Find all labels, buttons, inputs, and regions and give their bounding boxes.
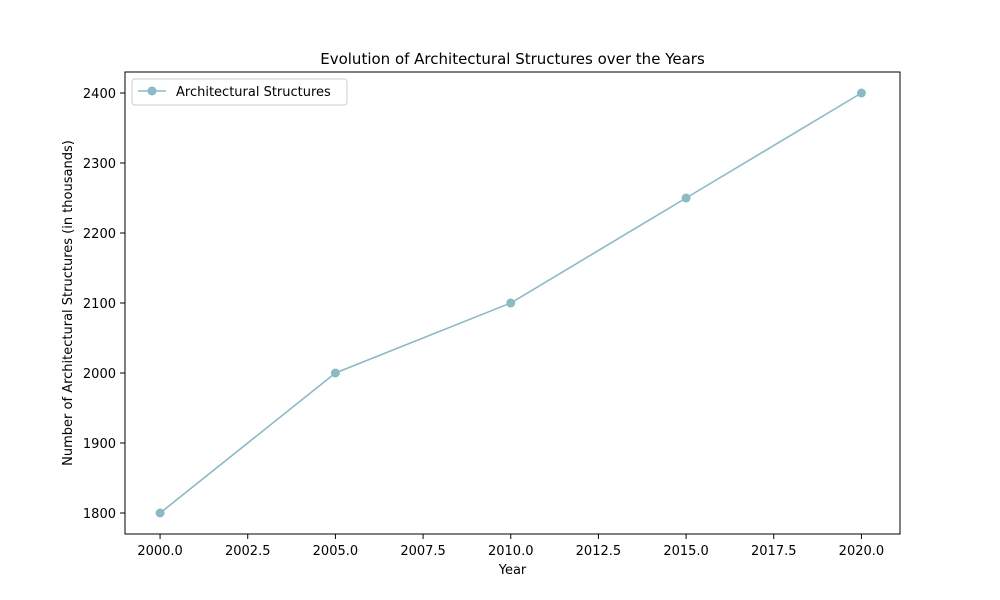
data-point [155, 508, 165, 518]
data-point [681, 193, 691, 203]
data-point [856, 88, 866, 98]
legend-box [131, 78, 348, 106]
y-tick-label: 1900 [83, 437, 116, 452]
y-tick-label: 1800 [83, 507, 116, 522]
data-point [506, 298, 516, 308]
x-tick-label: 2017.5 [751, 544, 797, 559]
y-tick-label: 2100 [83, 297, 116, 312]
x-tick-label: 2020.0 [839, 544, 885, 559]
y-axis-title: Number of Architectural Structures (in t… [61, 140, 76, 466]
x-tick-label: 2015.0 [663, 544, 709, 559]
chart-title: Evolution of Architectural Structures ov… [320, 50, 705, 68]
y-tick-label: 2200 [83, 227, 116, 242]
series-layer [155, 88, 866, 518]
x-tick-label: 2007.5 [400, 544, 446, 559]
x-tick-label: 2012.5 [576, 544, 622, 559]
x-axis: 2000.0 2002.5 2005.0 2007.5 2010.0 2012.5 2015… [137, 534, 884, 559]
x-axis-title: Year [498, 563, 527, 578]
y-tick-label: 2300 [83, 157, 116, 172]
x-tick-label: 2010.0 [488, 544, 534, 559]
legend-label: Architectural Structures [176, 85, 331, 100]
x-tick-label: 2005.0 [313, 544, 359, 559]
legend: Architectural Structures [131, 78, 348, 106]
x-tick-label: 2000.0 [137, 544, 183, 559]
legend-point-marker [147, 86, 157, 96]
y-tick-label: 2000 [83, 367, 116, 382]
data-point [330, 368, 340, 378]
x-tick-label: 2002.5 [225, 544, 271, 559]
y-tick-label: 2400 [83, 87, 116, 102]
y-axis: 1800 1900 2000 2100 2200 2300 2400 [83, 87, 125, 522]
